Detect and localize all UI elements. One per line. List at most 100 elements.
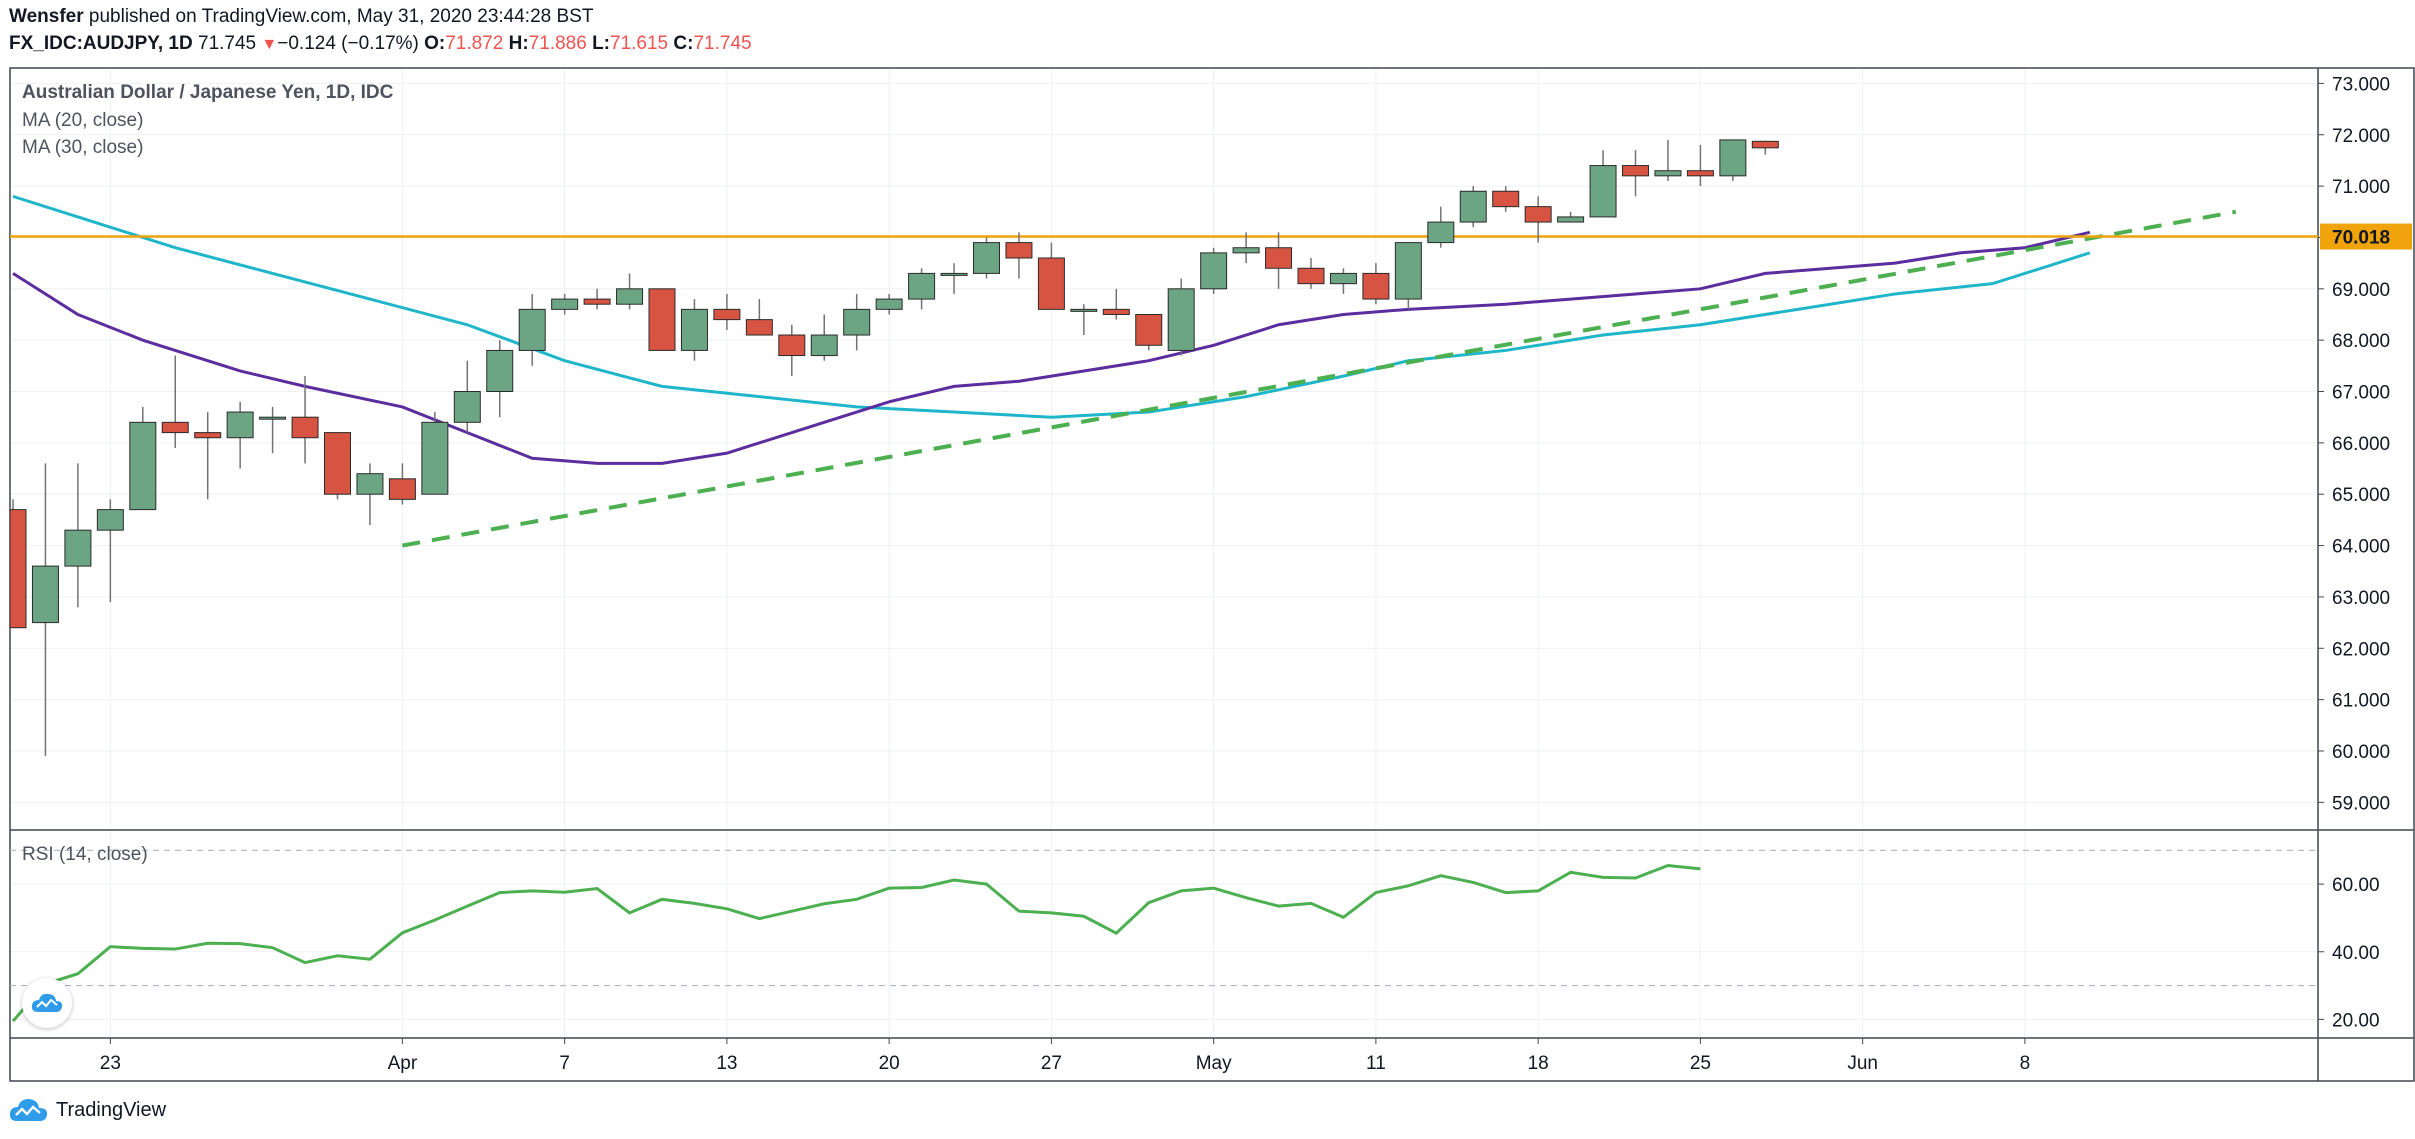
candle-body (1005, 242, 1033, 259)
candle (583, 288, 611, 310)
tradingview-badge[interactable] (22, 978, 72, 1028)
high-label: H: (508, 33, 529, 54)
candle-body (1459, 190, 1487, 223)
ma20-path (12, 230, 2091, 465)
candle-body (194, 432, 222, 439)
time-tick-label: May (1196, 1053, 1232, 1074)
footer-brand[interactable]: TradingView (8, 1097, 166, 1123)
candle (843, 293, 871, 351)
candle (259, 406, 287, 454)
time-tick-label: Apr (388, 1053, 418, 1074)
price-axis[interactable]: 59.000 60.000 61.000 62.000 63.000 64.000 65.0… (2318, 74, 2412, 814)
price-tick-label: 64.000 (2332, 537, 2390, 558)
rsi-tick-label: 60.00 (2332, 875, 2380, 896)
price-tick-label: 61.000 (2332, 691, 2390, 712)
price-tick-label: 72.000 (2332, 126, 2390, 147)
price-marker (2320, 223, 2412, 250)
rsi-legend[interactable]: RSI (14, close) (22, 844, 148, 865)
candle (1070, 304, 1098, 336)
close-label: C: (673, 33, 694, 54)
candle (1037, 242, 1065, 310)
rsi-tick-label: 40.00 (2332, 943, 2380, 964)
time-tick-label: 7 (559, 1053, 570, 1074)
candles (9, 139, 1779, 757)
candle (1102, 288, 1130, 320)
candle-body (1654, 170, 1682, 177)
candle-body (226, 411, 254, 439)
ma30-legend[interactable]: MA (30, close) (22, 137, 144, 158)
candle-body (1297, 267, 1325, 285)
publisher-name: Wensfer (9, 6, 84, 27)
candle (9, 499, 27, 629)
candle (1719, 139, 1747, 181)
candle (1135, 313, 1163, 351)
candle (973, 237, 1000, 279)
price-tick-label: 62.000 (2332, 639, 2390, 660)
candle (486, 340, 514, 418)
high-value: 71.886 (528, 33, 587, 54)
trendline-path (402, 209, 2237, 548)
candle-body (1102, 308, 1130, 315)
candle-body (324, 432, 351, 495)
candle (616, 273, 644, 310)
price-tick-label: 68.000 (2332, 331, 2390, 352)
candle (1362, 263, 1390, 305)
candle-body (810, 334, 838, 357)
candle-body (1524, 206, 1552, 223)
candle-body (129, 421, 157, 511)
candle (1654, 139, 1682, 181)
candle-body (616, 288, 644, 305)
open-label: O: (424, 33, 446, 54)
candle (1459, 186, 1487, 228)
candle (356, 463, 384, 526)
price-tick-label: 71.000 (2332, 177, 2390, 198)
price-tick-label: 65.000 (2332, 485, 2390, 506)
candle (518, 293, 546, 366)
candle-body (843, 308, 871, 336)
close-value: 71.745 (693, 33, 752, 54)
candle (713, 293, 741, 330)
candle-body (1719, 139, 1747, 177)
candle (1200, 247, 1228, 294)
candle (1492, 186, 1520, 212)
ma20-line (12, 230, 2091, 465)
candle-body (1329, 272, 1357, 285)
trendline[interactable] (402, 209, 2237, 548)
candle (908, 268, 936, 310)
candle-body (1232, 247, 1260, 254)
price-tick-label: 60.000 (2332, 742, 2390, 763)
candle-body (1394, 242, 1422, 300)
publisher-line: Wensfer published on TradingView.com, Ma… (9, 6, 593, 28)
candle-body (713, 308, 741, 321)
time-tick-label: 23 (100, 1053, 121, 1074)
candle (1622, 150, 1649, 197)
candle (1394, 242, 1422, 310)
candle (388, 463, 416, 505)
candle (1329, 268, 1357, 294)
candle-body (161, 421, 189, 434)
candle (1686, 145, 1714, 187)
candle-body (940, 272, 968, 276)
price-tick-label: 69.000 (2332, 280, 2390, 301)
candle-body (453, 391, 481, 423)
candle-body (1557, 216, 1585, 223)
candle (291, 376, 319, 464)
price-tick-label: 59.000 (2332, 793, 2390, 814)
low-value: 71.615 (610, 33, 669, 54)
footer-brand-text: TradingView (56, 1098, 167, 1121)
symbol-line: FX_IDC:AUDJPY, 1D 71.745 ▼−0.124 (−0.17%… (9, 33, 752, 55)
candle-body (551, 298, 579, 310)
candle-body (908, 272, 936, 300)
ma30-line (12, 194, 2091, 419)
candle-body (1135, 313, 1163, 346)
candle-body (1037, 257, 1065, 310)
candle (1524, 196, 1552, 243)
candle (64, 463, 92, 608)
ma20-legend[interactable]: MA (20, close) (22, 110, 144, 131)
time-axis[interactable]: 23 Apr 7 13 20 27 May 11 18 25 Jun 8 (100, 1038, 2030, 1074)
chart-title: Australian Dollar / Japanese Yen, 1D, ID… (22, 82, 394, 103)
candle (1232, 232, 1260, 264)
candle (421, 412, 449, 495)
candle-body (1622, 165, 1649, 177)
